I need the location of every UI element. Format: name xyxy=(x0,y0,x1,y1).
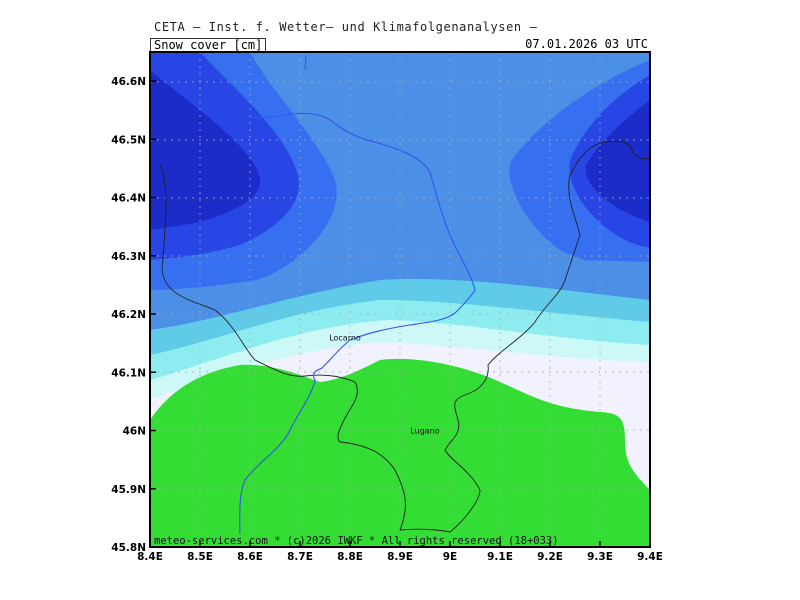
lon-tick-label: 8.6E xyxy=(237,551,263,563)
lon-tick-label: 8.4E xyxy=(137,551,163,563)
lon-tick-label: 8.7E xyxy=(287,551,313,563)
map-plot-area: Locarno Lugano meteo-services.com * (c)20… xyxy=(150,52,650,547)
river-and-lake-lines xyxy=(239,54,476,546)
lat-tick-label: 46.3N xyxy=(111,251,146,263)
snow-band-darkest-blue-left xyxy=(150,70,261,230)
copyright-bar-bg xyxy=(151,534,649,546)
axis-ticks: 8.4E 8.5E 8.6E 8.7E 8.8E 8.9E 9E 9.1E 9.2E 9.3E 9.… xyxy=(111,76,663,563)
place-labels: Locarno Lugano xyxy=(329,333,440,435)
map-title: CETA — Inst. f. Wetter— und Klimafolgena… xyxy=(154,20,538,34)
lon-tick-label: 8.9E xyxy=(387,551,413,563)
lat-tick-label: 45.9N xyxy=(111,484,146,496)
lat-tick-label: 46.4N xyxy=(111,193,146,205)
label-bar: Snow_cover_[cm] 07.01.2026 03 UTC xyxy=(150,37,650,53)
lon-tick-label: 8.5E xyxy=(187,551,213,563)
country-border xyxy=(159,140,650,533)
lon-tick-label: 9E xyxy=(443,551,457,563)
snow-band-darkest-blue-right xyxy=(585,100,650,222)
lat-tick-label: 46N xyxy=(123,426,146,438)
lon-tick-label: 9.1E xyxy=(487,551,513,563)
lat-tick-label: 46.6N xyxy=(111,76,146,88)
lon-tick-label: 9.4E xyxy=(637,551,663,563)
valid-time-label: 07.01.2026 03 UTC xyxy=(525,37,648,51)
place-label-lugano: Lugano xyxy=(410,427,439,436)
lat-tick-label: 46.1N xyxy=(111,367,146,379)
lat-tick-label: 46.5N xyxy=(111,134,146,146)
lon-tick-label: 9.3E xyxy=(587,551,613,563)
lat-tick-label: 46.2N xyxy=(111,309,146,321)
lon-tick-label: 8.8E xyxy=(337,551,363,563)
lat-tick-label: 45.8N xyxy=(111,542,146,554)
copyright-text: meteo-services.com * (c)2026 IWKF * All … xyxy=(154,535,559,547)
lon-tick-label: 9.2E xyxy=(537,551,563,563)
place-label-locarno: Locarno xyxy=(329,333,361,342)
